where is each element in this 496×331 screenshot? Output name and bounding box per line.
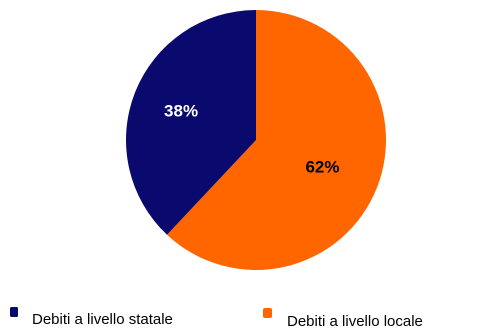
- legend-item-locale: Debiti a livello locale: [263, 308, 423, 330]
- pie-slice-statale: [126, 10, 256, 235]
- pie-label-locale: 62%: [305, 157, 339, 176]
- pie-label-statale: 38%: [164, 101, 198, 120]
- legend: Debiti a livello statale Debiti a livell…: [10, 307, 423, 330]
- pie-slices: [126, 10, 386, 270]
- pie-labels: 38% 62%: [164, 101, 339, 176]
- pie-slice-locale: [167, 10, 386, 270]
- legend-label-statale: Debiti a livello statale: [32, 311, 173, 328]
- legend-swatch-locale: [263, 308, 272, 318]
- legend-label-locale: Debiti a livello locale: [287, 313, 423, 330]
- legend-item-statale: Debiti a livello statale: [10, 307, 173, 328]
- legend-swatch-statale: [10, 307, 18, 317]
